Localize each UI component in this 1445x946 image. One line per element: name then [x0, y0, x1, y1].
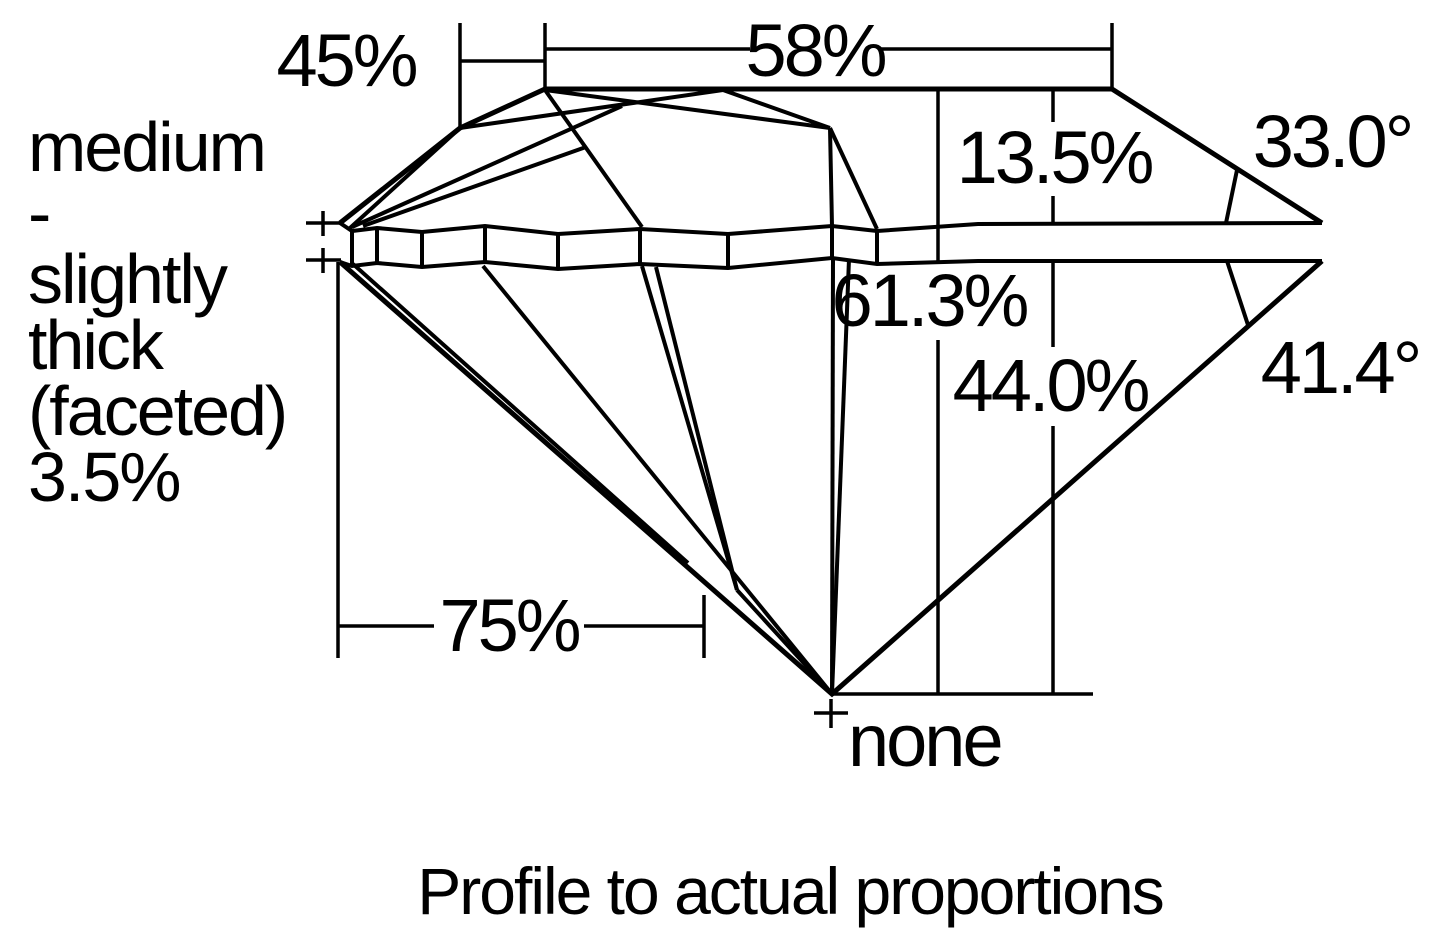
diagram-caption: Profile to actual proportions	[417, 854, 1164, 928]
girdle-description-line: (faceted)	[28, 372, 288, 450]
girdle-description-line: slightly	[28, 240, 228, 318]
pavilion-facet-line	[481, 264, 834, 696]
total-depth-label: 61.3%	[831, 259, 1030, 342]
pavilion-angle-tick	[1225, 260, 1250, 326]
crown-facet-line	[722, 88, 831, 130]
lower-half-length-label: 75%	[439, 584, 581, 667]
crown-facet-line	[351, 104, 623, 229]
crown-angle-label: 33.0°	[1252, 100, 1415, 183]
star-facet-length-label: 45%	[276, 19, 418, 102]
girdle-lines	[338, 221, 1323, 272]
girdle-description-line: thick	[28, 306, 164, 384]
girdle-bottom-line	[339, 255, 1322, 272]
crown-facet-line	[828, 127, 834, 227]
measurement-cross-marks	[306, 211, 848, 728]
crown-facet-line	[828, 127, 879, 230]
crown-facet-lines	[348, 88, 879, 230]
girdle-description-line: medium	[28, 108, 267, 186]
crown-facet-line	[544, 88, 831, 130]
pavilion-facet-line	[830, 258, 851, 695]
table-size-label: 58%	[745, 9, 887, 92]
crown-facet-line	[362, 145, 587, 228]
lower-girdle-facet-line	[640, 265, 739, 591]
lower-girdle-facet-line	[654, 266, 739, 591]
pavilion-main-facet-line	[735, 588, 834, 696]
girdle-description-line: -	[28, 174, 51, 252]
pavilion-facet-line	[830, 257, 835, 695]
girdle-top-line	[338, 221, 1323, 237]
culet-label: none	[848, 699, 1004, 782]
girdle-thickness-label: 3.5%	[28, 438, 182, 516]
crown-facet-line	[348, 126, 462, 230]
crown-height-label: 13.5%	[956, 116, 1155, 199]
star-facet-line	[459, 88, 724, 130]
crown-angle-tick	[1224, 169, 1239, 224]
pavilion-facet-lines	[351, 257, 851, 696]
pavilion-angle-label: 41.4°	[1260, 326, 1423, 409]
pavilion-depth-label: 44.0%	[952, 344, 1151, 427]
lower-girdle-facet-line	[351, 262, 690, 565]
dimension-lines	[336, 23, 1114, 696]
girdle-description: medium - slightly thick (faceted) 3.5%	[28, 108, 288, 516]
angle-tick-marks	[1224, 169, 1250, 326]
